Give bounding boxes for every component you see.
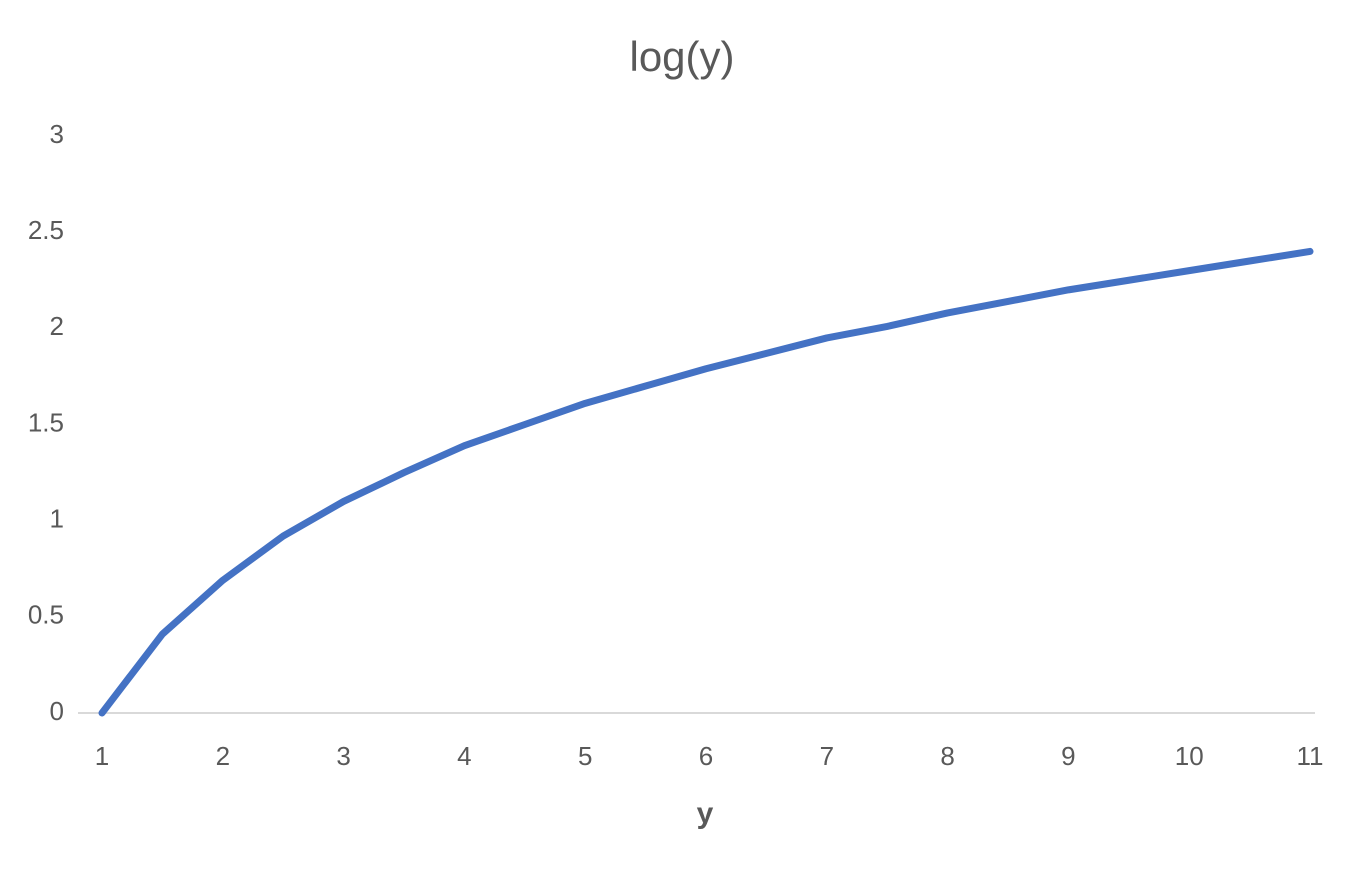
x-tick-label: 6 xyxy=(699,741,713,771)
x-tick-label: 3 xyxy=(336,741,350,771)
y-tick-label: 3 xyxy=(50,119,64,149)
y-tick-label: 0.5 xyxy=(28,600,64,630)
x-tick-label: 11 xyxy=(1297,741,1324,771)
y-tick-label: 1.5 xyxy=(28,407,64,437)
x-tick-label: 1 xyxy=(95,741,109,771)
x-tick-label: 10 xyxy=(1175,741,1204,771)
x-tick-label: 9 xyxy=(1061,741,1075,771)
y-tick-label: 0 xyxy=(50,696,64,726)
x-tick-label: 2 xyxy=(216,741,230,771)
x-tick-label: 7 xyxy=(820,741,834,771)
y-tick-label: 1 xyxy=(50,504,64,534)
x-tick-label: 5 xyxy=(578,741,592,771)
y-tick-label: 2 xyxy=(50,311,64,341)
line xyxy=(98,247,1314,717)
x-tick-label: 8 xyxy=(940,741,954,771)
x-axis-label: y xyxy=(697,797,714,830)
y-tick-label: 2.5 xyxy=(28,215,64,245)
x-tick-label: 4 xyxy=(457,741,471,771)
chart-title: log(y) xyxy=(629,33,734,80)
